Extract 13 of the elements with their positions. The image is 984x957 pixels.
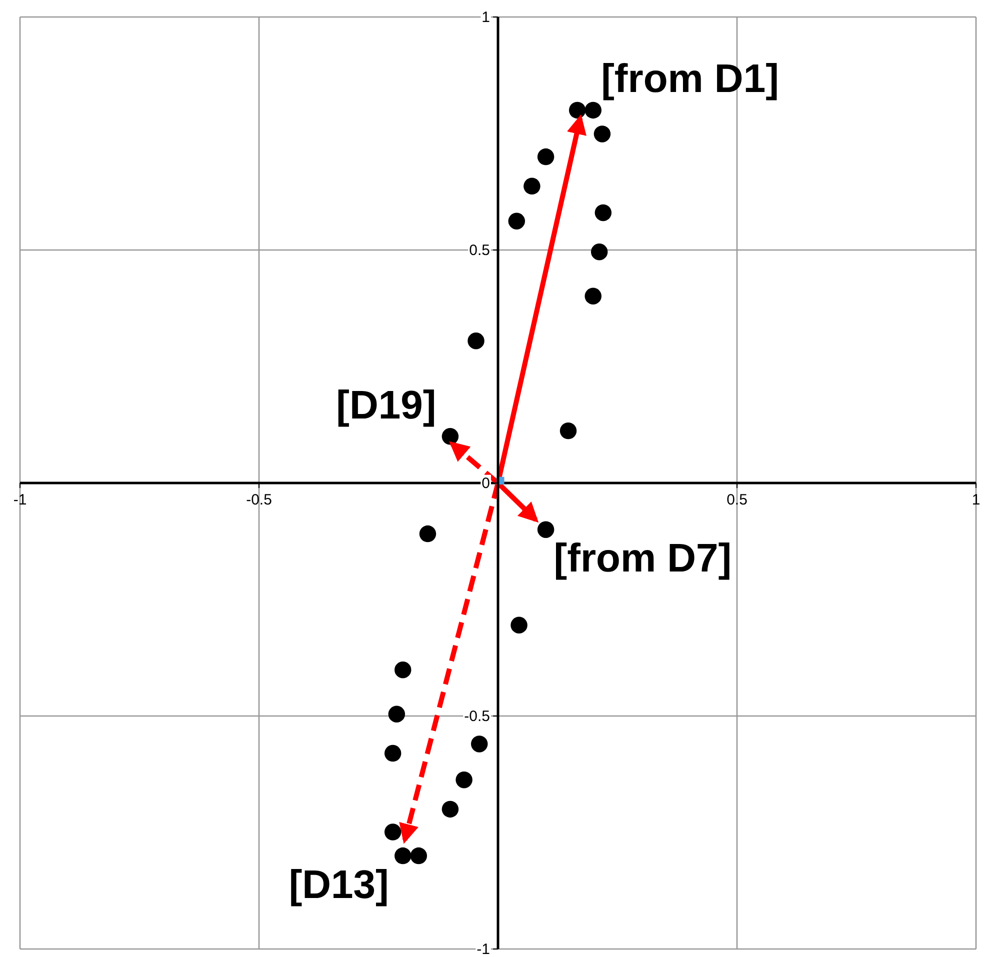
x-tick-label: 1 bbox=[972, 492, 980, 508]
y-tick-label: 0.5 bbox=[469, 242, 490, 259]
y-tick-label: 1 bbox=[482, 8, 490, 26]
annotation: [from D7] bbox=[554, 536, 732, 581]
annotation: [D19] bbox=[336, 383, 436, 428]
x-tick-label: -0.5 bbox=[246, 492, 272, 508]
y-tick-label: 0 bbox=[482, 474, 490, 492]
annotation: [from D1] bbox=[601, 57, 779, 102]
x-tick-label: -1 bbox=[13, 492, 27, 508]
x-tick-label: 0.5 bbox=[726, 492, 748, 508]
y-tick-label: -1 bbox=[476, 940, 490, 957]
y-tick-label: -0.5 bbox=[464, 708, 490, 725]
annotation: [D13] bbox=[288, 862, 389, 907]
